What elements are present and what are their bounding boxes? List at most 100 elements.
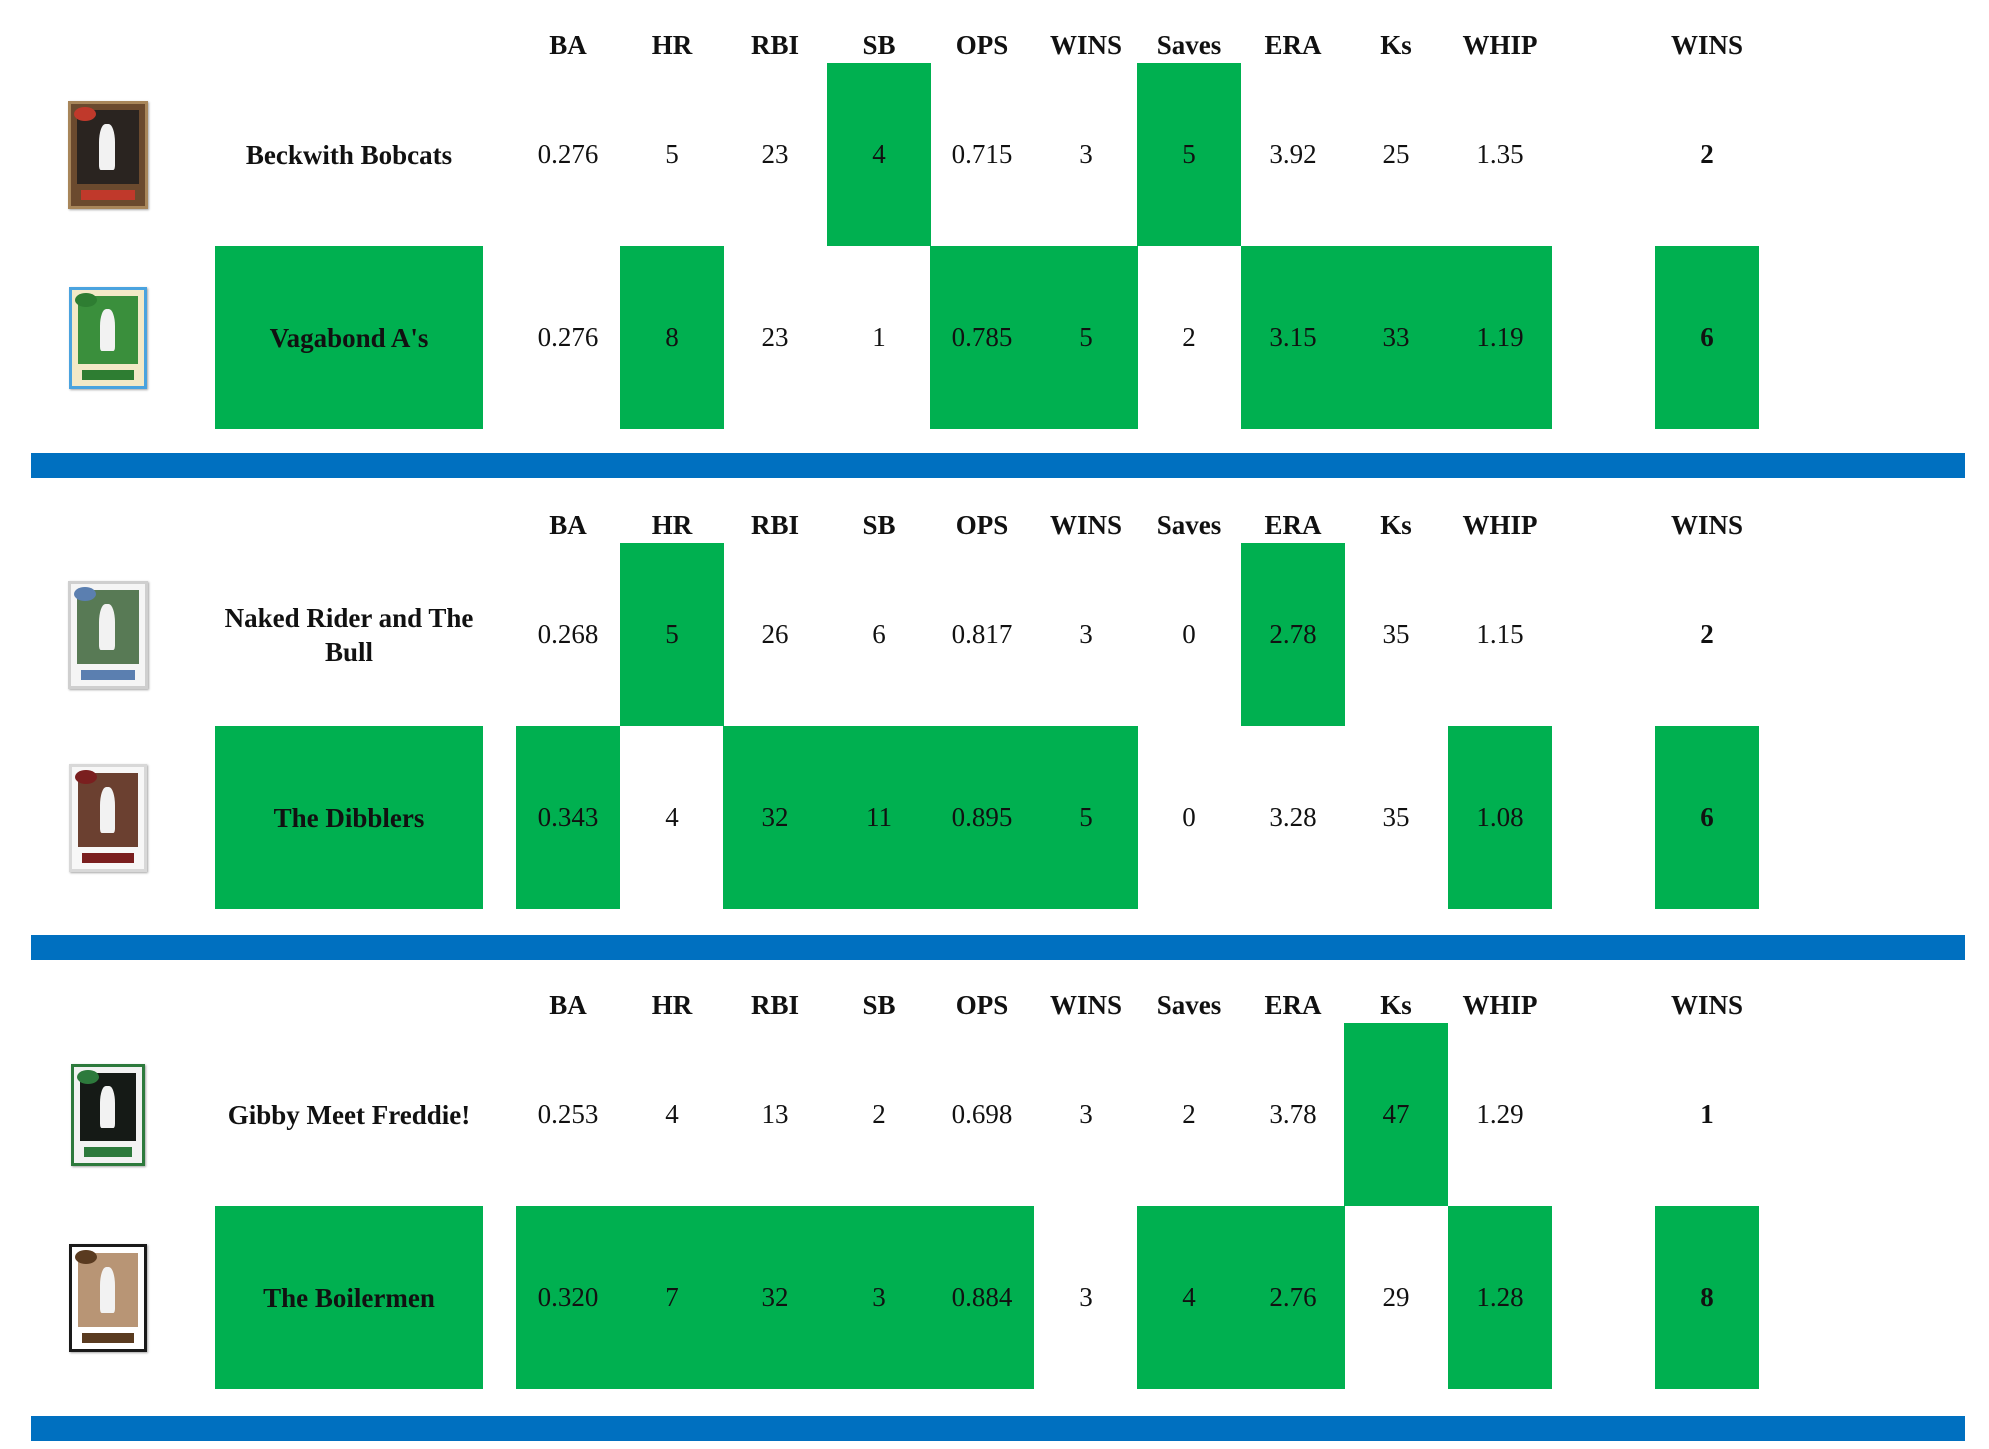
- stat-cell: 25: [1382, 139, 1410, 169]
- total-wins-cell: 6: [1655, 726, 1759, 909]
- stat-cell: 26: [761, 619, 789, 649]
- matchup: BA HR RBI SB OPS WINS Saves ERA Ks WHIP WINS Gibby …: [0, 960, 1989, 1405]
- stat-cell: 4: [827, 63, 931, 246]
- stat-cell: 0.884: [930, 1206, 1034, 1389]
- stat-cell: 2: [1182, 322, 1196, 352]
- baseball-card-icon: [69, 286, 147, 389]
- stat-cell: 11: [827, 726, 931, 909]
- column-header: WHIP: [1462, 509, 1538, 540]
- total-wins-cell: 1: [1700, 1099, 1714, 1129]
- stat-cell: 0.268: [537, 619, 599, 649]
- column-header: WHIP: [1462, 989, 1538, 1020]
- column-header: WINS: [1670, 29, 1744, 60]
- stat-cell: 3.28: [1269, 802, 1317, 832]
- stat-cell: 3: [827, 1206, 931, 1389]
- column-header: WINS: [1670, 989, 1744, 1020]
- team-name[interactable]: Gibby Meet Freddie!: [227, 1099, 471, 1130]
- stat-cell: 4: [1137, 1206, 1241, 1389]
- stat-cell: 3: [1079, 1282, 1093, 1312]
- column-header: ERA: [1264, 989, 1322, 1020]
- column-header: HR: [651, 989, 693, 1020]
- column-header: WHIP: [1462, 29, 1538, 60]
- column-header: BA: [549, 509, 587, 540]
- stat-cell: 0.276: [537, 139, 599, 169]
- column-header: Saves: [1156, 989, 1222, 1020]
- stat-cell: 3: [1079, 139, 1093, 169]
- team-logo: [71, 1023, 145, 1206]
- stat-cell: 5: [1034, 726, 1138, 909]
- total-wins-cell: 2: [1700, 619, 1714, 649]
- column-header: SB: [862, 509, 896, 540]
- column-header: WINS: [1049, 989, 1123, 1020]
- stat-cell: 2: [1182, 1099, 1196, 1129]
- column-header: SB: [862, 989, 896, 1020]
- stat-cell: 1.08: [1448, 726, 1552, 909]
- team-logo: [69, 726, 147, 909]
- stat-cell: 29: [1382, 1282, 1410, 1312]
- stat-cell: 5: [665, 139, 679, 169]
- total-wins-cell: 8: [1655, 1206, 1759, 1389]
- team-name[interactable]: The Boilermen: [215, 1206, 483, 1389]
- team-logo: [69, 1206, 147, 1389]
- stat-cell: 7: [620, 1206, 724, 1389]
- stat-cell: 0.785: [930, 246, 1034, 429]
- stat-cell: 33: [1344, 246, 1448, 429]
- column-header: BA: [549, 29, 587, 60]
- column-header: Ks: [1380, 509, 1412, 540]
- column-header: Saves: [1156, 29, 1222, 60]
- stat-cell: 3.15: [1241, 246, 1345, 429]
- column-header: Ks: [1380, 989, 1412, 1020]
- column-header: WINS: [1049, 509, 1123, 540]
- column-header: BA: [549, 989, 587, 1020]
- baseball-card-icon: [69, 763, 147, 872]
- stat-cell: 1.29: [1476, 1099, 1524, 1129]
- column-header: OPS: [955, 29, 1009, 60]
- stat-cell: 0.698: [951, 1099, 1013, 1129]
- column-header: OPS: [955, 509, 1009, 540]
- stat-cell: 5: [1034, 246, 1138, 429]
- column-header: SB: [862, 29, 896, 60]
- column-header: WINS: [1670, 509, 1744, 540]
- team-name[interactable]: Vagabond A's: [215, 246, 483, 429]
- stat-cell: 5: [620, 543, 724, 726]
- stat-cell: 4: [665, 802, 679, 832]
- stat-cell: 2: [872, 1099, 886, 1129]
- stat-cell: 1.15: [1476, 619, 1524, 649]
- stat-cell: 23: [761, 322, 789, 352]
- stat-cell: 3.92: [1269, 139, 1317, 169]
- stat-cell: 32: [723, 1206, 827, 1389]
- stat-cell: 4: [665, 1099, 679, 1129]
- column-header: HR: [651, 29, 693, 60]
- team-name[interactable]: The Dibblers: [215, 726, 483, 909]
- baseball-card-icon: [68, 580, 148, 689]
- team-name[interactable]: Naked Rider and The Bull: [224, 602, 474, 667]
- stat-cell: 8: [620, 246, 724, 429]
- column-header: RBI: [750, 509, 799, 540]
- stat-cell: 6: [872, 619, 886, 649]
- stat-cell: 1.28: [1448, 1206, 1552, 1389]
- total-wins-cell: 6: [1655, 246, 1759, 429]
- stat-cell: 35: [1382, 802, 1410, 832]
- matchup: BA HR RBI SB OPS WINS Saves ERA Ks WHIP WINS Beckwi…: [0, 0, 1989, 445]
- team-name[interactable]: Beckwith Bobcats: [245, 139, 453, 170]
- baseball-card-icon: [71, 1063, 145, 1166]
- stat-cell: 3: [1079, 619, 1093, 649]
- stat-cell: 0.343: [516, 726, 620, 909]
- column-header: Ks: [1380, 29, 1412, 60]
- stat-cell: 0.276: [537, 322, 599, 352]
- team-logo: [68, 63, 148, 246]
- stat-cell: 0.817: [951, 619, 1013, 649]
- stat-cell: 5: [1137, 63, 1241, 246]
- column-header: RBI: [750, 29, 799, 60]
- stat-cell: 0: [1182, 619, 1196, 649]
- team-logo: [69, 246, 147, 429]
- stat-cell: 1.35: [1476, 139, 1524, 169]
- section-divider: [31, 935, 1965, 960]
- stat-cell: 1.19: [1448, 246, 1552, 429]
- stat-cell: 47: [1344, 1023, 1448, 1206]
- stat-cell: 13: [761, 1099, 789, 1129]
- stat-cell: 23: [761, 139, 789, 169]
- baseball-card-icon: [69, 1243, 147, 1352]
- column-header: Saves: [1156, 509, 1222, 540]
- stat-cell: 0.253: [537, 1099, 599, 1129]
